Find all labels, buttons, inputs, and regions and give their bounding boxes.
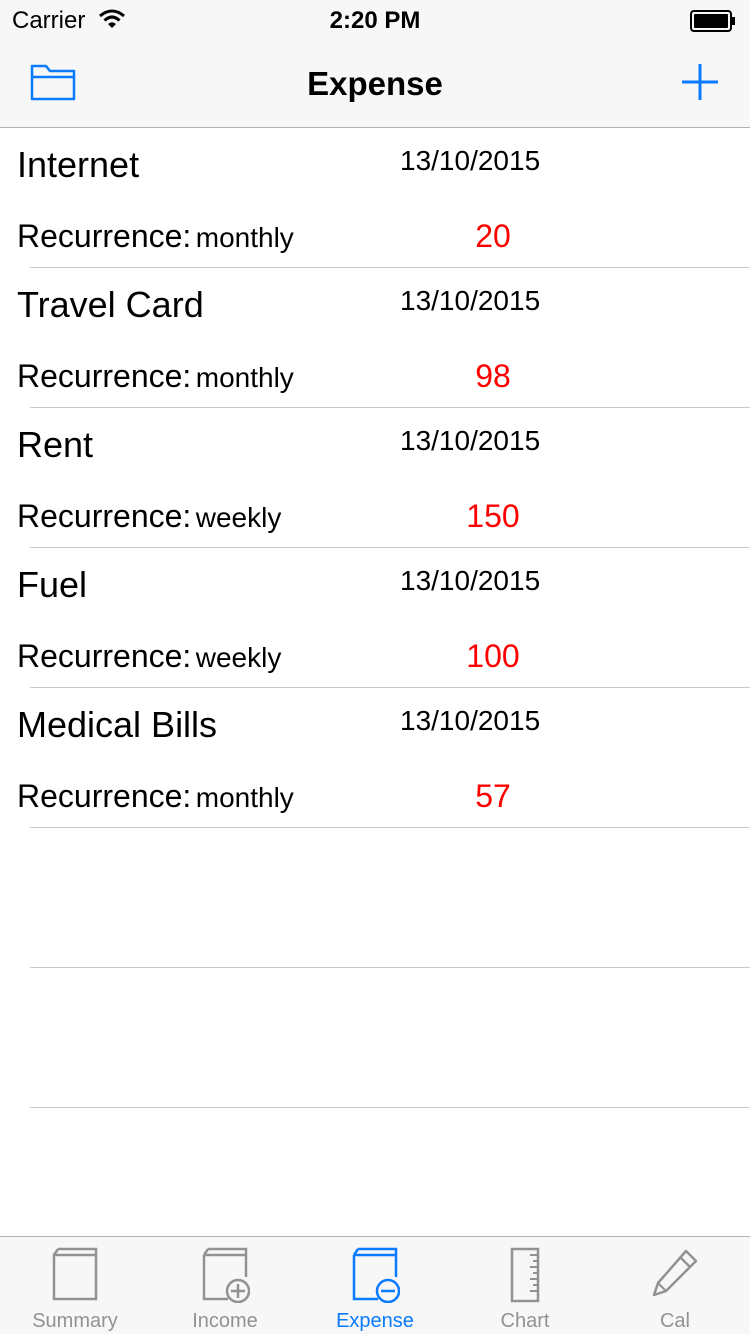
expense-recurrence: Recurrence: monthly xyxy=(17,358,294,395)
page-title: Expense xyxy=(307,65,443,102)
expense-amount: 150 xyxy=(466,498,520,534)
expense-row[interactable]: Travel Card 13/10/2015 Recurrence: month… xyxy=(0,268,750,408)
expense-amount: 98 xyxy=(475,358,511,394)
tab-chart[interactable]: Chart xyxy=(450,1237,600,1335)
book-minus-icon xyxy=(352,1247,400,1303)
folder-icon xyxy=(30,64,76,101)
nav-bar: Expense xyxy=(0,40,750,128)
tab-cal[interactable]: Cal xyxy=(600,1237,750,1335)
expense-recurrence: Recurrence: monthly xyxy=(17,778,294,815)
recurrence-value: monthly xyxy=(195,222,294,253)
expense-name: Travel Card xyxy=(17,284,204,325)
expense-row[interactable]: Rent 13/10/2015 Recurrence: weekly 150 xyxy=(0,408,750,548)
wifi-icon xyxy=(99,9,125,28)
expense-amount: 20 xyxy=(475,218,511,254)
ruler-icon xyxy=(510,1247,540,1303)
folder-button[interactable] xyxy=(30,62,76,102)
row-separator xyxy=(30,407,750,408)
recurrence-label: Recurrence: xyxy=(17,778,192,814)
expense-amount: 57 xyxy=(475,778,511,814)
expense-date: 13/10/2015 xyxy=(400,425,541,456)
tab-label: Chart xyxy=(500,1310,550,1332)
expense-recurrence: Recurrence: weekly xyxy=(17,498,281,535)
expense-name: Fuel xyxy=(17,564,88,605)
tab-label: Summary xyxy=(32,1310,118,1332)
recurrence-value: monthly xyxy=(195,362,294,393)
expense-amount: 100 xyxy=(466,638,520,674)
book-icon xyxy=(52,1247,98,1301)
add-expense-button[interactable] xyxy=(680,62,720,102)
expense-date: 13/10/2015 xyxy=(400,145,541,176)
row-separator xyxy=(30,687,750,688)
status-time: 2:20 PM xyxy=(329,7,421,34)
row-separator xyxy=(30,1107,750,1108)
recurrence-value: weekly xyxy=(195,642,282,673)
pencil-icon xyxy=(652,1249,698,1297)
tab-income[interactable]: Income xyxy=(150,1237,300,1335)
tab-label: Income xyxy=(192,1310,258,1332)
expense-row[interactable]: Fuel 13/10/2015 Recurrence: weekly 100 xyxy=(0,548,750,688)
book-plus-icon xyxy=(202,1247,250,1303)
expense-date: 13/10/2015 xyxy=(400,565,541,596)
row-separator xyxy=(30,967,750,968)
row-separator xyxy=(30,267,750,268)
tab-bar: Summary Income Expense Chart xyxy=(0,1236,750,1334)
recurrence-value: weekly xyxy=(195,502,282,533)
expense-name: Rent xyxy=(17,424,94,465)
expense-recurrence: Recurrence: monthly xyxy=(17,218,294,255)
plus-icon xyxy=(682,64,718,100)
recurrence-label: Recurrence: xyxy=(17,498,192,534)
expense-row[interactable]: Medical Bills 13/10/2015 Recurrence: mon… xyxy=(0,688,750,828)
carrier-label: Carrier xyxy=(12,7,86,34)
row-separator xyxy=(30,827,750,828)
empty-row xyxy=(0,828,750,968)
row-separator xyxy=(30,547,750,548)
expense-row[interactable]: Internet 13/10/2015 Recurrence: monthly … xyxy=(0,128,750,268)
tab-expense[interactable]: Expense xyxy=(300,1237,450,1335)
status-bar: Carrier 2:20 PM xyxy=(0,0,750,40)
recurrence-label: Recurrence: xyxy=(17,638,192,674)
expense-date: 13/10/2015 xyxy=(400,705,541,736)
recurrence-label: Recurrence: xyxy=(17,358,192,394)
expense-recurrence: Recurrence: weekly xyxy=(17,638,281,675)
battery-icon xyxy=(690,10,735,32)
tab-label: Expense xyxy=(336,1310,414,1332)
expense-name: Medical Bills xyxy=(17,704,218,745)
recurrence-label: Recurrence: xyxy=(17,218,192,254)
expense-date: 13/10/2015 xyxy=(400,285,541,316)
expense-list: Internet 13/10/2015 Recurrence: monthly … xyxy=(0,128,750,1108)
tab-label: Cal xyxy=(659,1310,690,1332)
empty-row xyxy=(0,968,750,1108)
recurrence-value: monthly xyxy=(195,782,294,813)
tab-summary[interactable]: Summary xyxy=(0,1237,150,1335)
expense-name: Internet xyxy=(17,144,140,185)
